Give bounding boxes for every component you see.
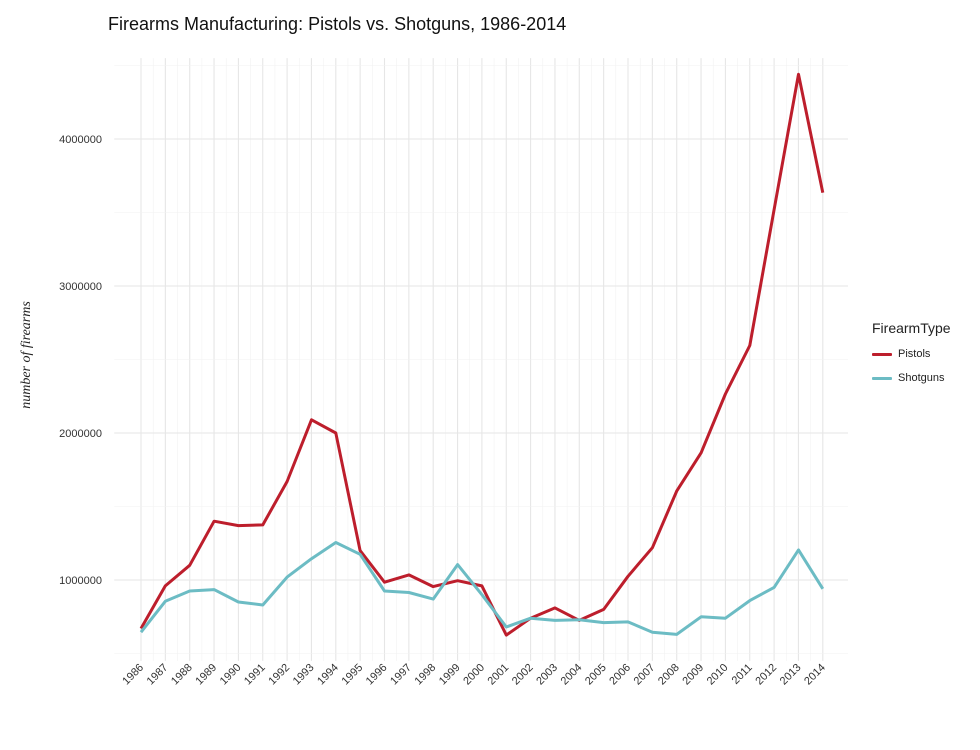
legend-label: Pistols <box>898 348 931 360</box>
x-tick-label: 2009 <box>680 662 706 688</box>
x-tick-label: 1998 <box>413 662 439 688</box>
grid-lines <box>114 58 848 661</box>
legend: FirearmType Pistols Shotguns <box>872 320 951 390</box>
x-tick-label: 2005 <box>583 662 609 688</box>
chart-title: Firearms Manufacturing: Pistols vs. Shot… <box>108 14 567 34</box>
x-tick-label: 2004 <box>559 662 585 688</box>
x-axis-ticks: 1986198719881989199019911992199319941995… <box>120 662 828 688</box>
x-tick-label: 1991 <box>242 662 268 688</box>
x-tick-label: 2003 <box>534 662 560 688</box>
y-tick-label: 4000000 <box>59 134 102 146</box>
y-tick-label: 3000000 <box>59 281 102 293</box>
x-tick-label: 2007 <box>632 662 658 688</box>
legend-title: FirearmType <box>872 320 951 336</box>
x-tick-label: 1986 <box>120 662 146 688</box>
x-tick-label: 2010 <box>705 662 731 688</box>
x-tick-label: 1993 <box>291 662 317 688</box>
x-tick-label: 1996 <box>364 662 390 688</box>
x-tick-label: 2011 <box>730 662 755 687</box>
y-tick-label: 2000000 <box>59 428 102 440</box>
legend-item-shotguns: Shotguns <box>872 366 951 390</box>
x-tick-label: 2013 <box>778 662 804 688</box>
legend-item-pistols: Pistols <box>872 342 951 366</box>
series-lines <box>139 72 825 637</box>
legend-swatch <box>872 376 892 380</box>
x-tick-label: 1990 <box>218 662 244 688</box>
x-tick-label: 2000 <box>461 662 487 688</box>
x-tick-label: 1988 <box>169 662 195 688</box>
y-tick-label: 1000000 <box>59 575 102 587</box>
x-tick-label: 2012 <box>753 662 779 688</box>
legend-label: Shotguns <box>898 372 945 384</box>
y-axis-ticks: 1000000 2000000 3000000 4000000 <box>59 134 102 587</box>
x-tick-label: 1989 <box>193 662 219 688</box>
x-tick-label: 1997 <box>388 662 414 688</box>
legend-swatch <box>872 352 892 356</box>
series-line-pistols <box>139 72 825 637</box>
x-tick-label: 2014 <box>802 662 828 688</box>
x-tick-label: 2002 <box>510 662 536 688</box>
x-tick-label: 2008 <box>656 662 682 688</box>
x-tick-label: 1987 <box>145 662 171 688</box>
x-tick-label: 1992 <box>266 662 292 688</box>
x-tick-label: 1995 <box>339 662 365 688</box>
x-tick-label: 2001 <box>486 662 512 688</box>
y-axis-label: number of firearms <box>19 301 34 409</box>
x-tick-label: 1994 <box>315 662 341 688</box>
x-tick-label: 2006 <box>607 662 633 688</box>
x-tick-label: 1999 <box>437 662 463 688</box>
series-line-shotguns <box>139 541 825 636</box>
